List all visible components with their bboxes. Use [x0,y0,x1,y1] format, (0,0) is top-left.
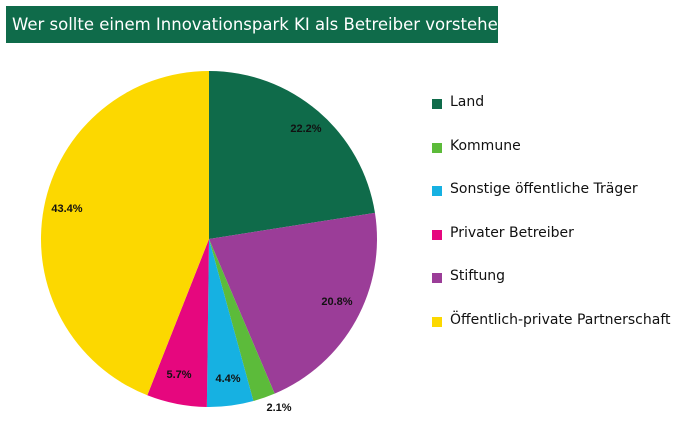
legend-label: Land [450,94,485,110]
legend-item: Kommune [432,138,671,182]
legend-swatch [432,142,442,153]
pie-slice-stiftung [209,212,378,394]
pie-data-labels: 22.2% 20.8% 2.1% 4.4% 5.7% 43.4% [51,123,352,414]
pie-slice-kommune [209,239,275,402]
legend-swatch [432,99,442,109]
legend-item: Stiftung [432,268,671,312]
pie-slice-land [209,71,375,239]
chart-legend: Land Kommune Sonstige öffentliche Träger Pr… [432,94,671,355]
pie-data-label: 4.4% [215,373,240,385]
legend-label: Sonstige öffentliche Träger [450,181,638,197]
legend-item: Öffentlich-private Partnerschaft [432,312,671,356]
legend-swatch [432,229,442,240]
pie-data-label: 2.1% [266,402,291,414]
pie-data-label: 43.4% [51,203,82,215]
pie-data-label: 5.7% [166,369,191,381]
pie-slices [40,71,378,408]
pie-data-label: 22.2% [290,123,321,135]
legend-label: Öffentlich-private Partnerschaft [450,311,671,328]
legend-swatch [432,273,442,283]
chart-title: Wer sollte einem Innovationspark KI als … [6,6,498,43]
legend-item: Privater Betreiber [432,225,671,269]
legend-item: Sonstige öffentliche Träger [432,181,671,225]
legend-swatch [432,316,442,327]
pie-slice-oeffentlich-private-partnerschaft [40,71,210,396]
pie-slice-privater-betreiber [147,239,209,407]
legend-swatch [432,186,442,196]
legend-label: Privater Betreiber [450,224,574,241]
legend-label: Kommune [450,137,521,154]
legend-label: Stiftung [450,268,506,284]
pie-data-label: 20.8% [321,296,352,308]
pie-slice-sonstige-oeffentliche-traeger [206,239,254,408]
legend-item: Land [432,94,671,138]
